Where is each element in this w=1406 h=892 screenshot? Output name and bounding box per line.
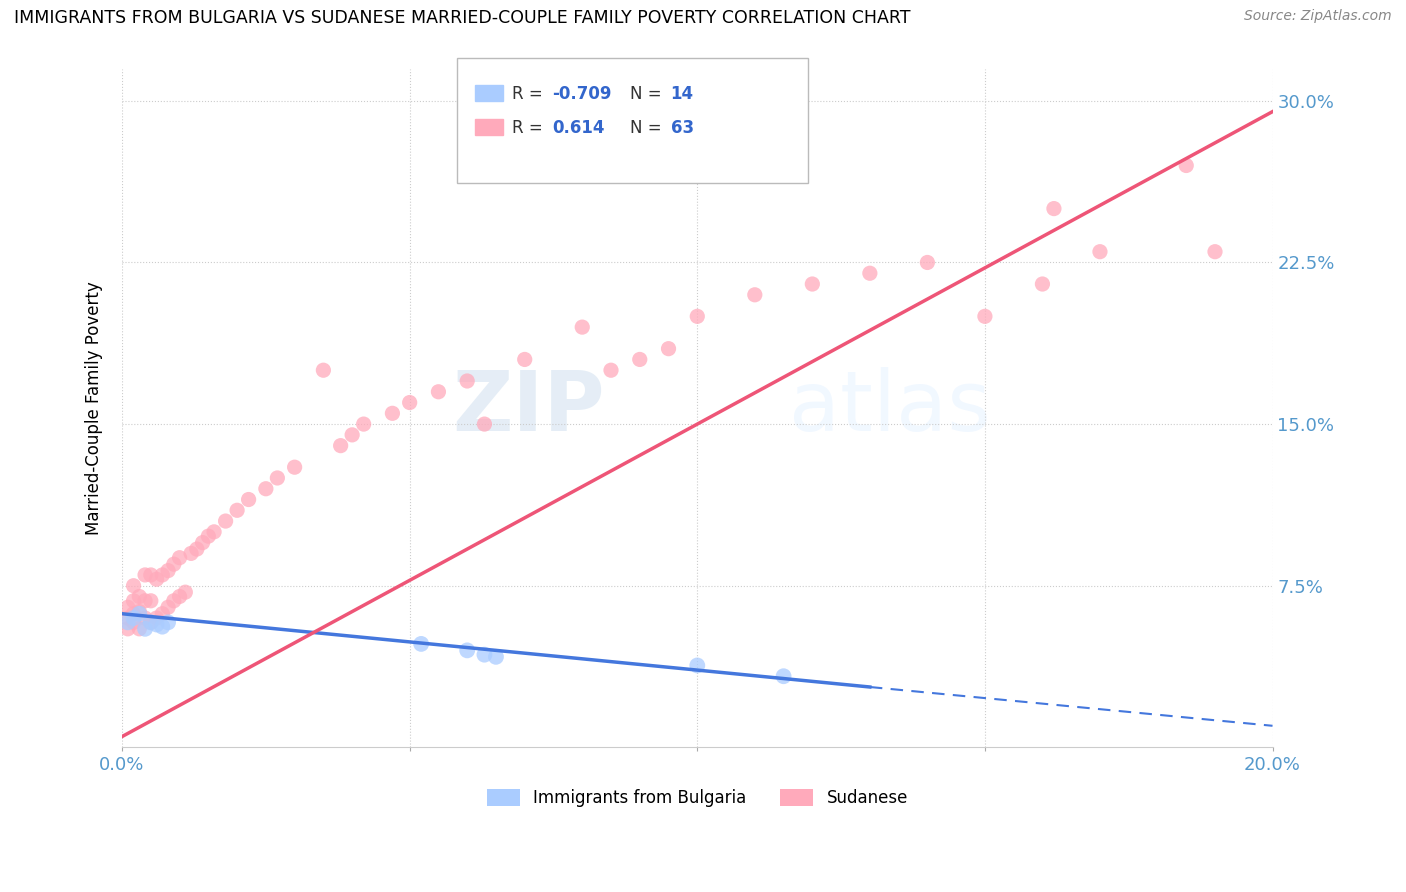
Point [169, 550, 191, 565]
Point [628, 352, 651, 367]
Point [191, 535, 214, 549]
Point [1204, 244, 1226, 259]
Point [134, 594, 156, 608]
Point [571, 320, 593, 334]
Point [128, 590, 150, 604]
Point [686, 310, 709, 324]
Point [157, 564, 180, 578]
Point [163, 594, 186, 608]
Legend: Immigrants from Bulgaria, Sudanese: Immigrants from Bulgaria, Sudanese [479, 782, 914, 814]
Y-axis label: Married-Couple Family Poverty: Married-Couple Family Poverty [86, 281, 103, 535]
Point [456, 643, 478, 657]
Text: N =: N = [630, 85, 666, 103]
Text: R =: R = [512, 119, 548, 136]
Point [169, 590, 191, 604]
Point [157, 615, 180, 630]
Point [266, 471, 288, 485]
Point [139, 568, 162, 582]
Point [312, 363, 335, 377]
Point [122, 611, 145, 625]
Point [1088, 244, 1111, 259]
Text: -0.709: -0.709 [553, 85, 612, 103]
Point [128, 607, 150, 621]
Text: 0.614: 0.614 [553, 119, 605, 136]
Text: atlas: atlas [789, 368, 991, 449]
Point [145, 572, 167, 586]
Point [744, 287, 766, 301]
Point [139, 594, 162, 608]
Point [128, 605, 150, 619]
Point [157, 600, 180, 615]
Point [398, 395, 420, 409]
Point [329, 439, 352, 453]
Point [686, 658, 709, 673]
Point [1175, 159, 1198, 173]
Point [226, 503, 249, 517]
Point [150, 620, 173, 634]
Point [128, 622, 150, 636]
Point [122, 607, 145, 621]
Point [1031, 277, 1053, 291]
Point [513, 352, 536, 367]
Point [134, 622, 156, 636]
Text: Source: ZipAtlas.com: Source: ZipAtlas.com [1244, 9, 1392, 23]
Point [340, 428, 363, 442]
Point [657, 342, 679, 356]
Point [186, 542, 208, 557]
Text: IMMIGRANTS FROM BULGARIA VS SUDANESE MARRIED-COUPLE FAMILY POVERTY CORRELATION C: IMMIGRANTS FROM BULGARIA VS SUDANESE MAR… [14, 9, 911, 27]
Point [474, 648, 496, 662]
Text: R =: R = [512, 85, 548, 103]
Text: ZIP: ZIP [453, 368, 605, 449]
Point [238, 492, 260, 507]
Point [254, 482, 277, 496]
Point [122, 615, 145, 630]
Point [122, 594, 145, 608]
Point [145, 611, 167, 625]
Point [150, 568, 173, 582]
Point [117, 622, 139, 636]
Point [145, 617, 167, 632]
Point [134, 568, 156, 582]
Point [474, 417, 496, 431]
Point [381, 406, 404, 420]
Point [485, 649, 508, 664]
Point [411, 637, 433, 651]
Point [117, 600, 139, 615]
Point [202, 524, 225, 539]
Point [917, 255, 939, 269]
Point [117, 615, 139, 630]
Point [974, 310, 997, 324]
Point [180, 546, 202, 560]
Point [801, 277, 824, 291]
Point [174, 585, 197, 599]
Point [163, 557, 186, 571]
Text: 14: 14 [671, 85, 693, 103]
Point [139, 615, 162, 630]
Point [284, 460, 307, 475]
Point [427, 384, 450, 399]
Text: N =: N = [630, 119, 666, 136]
Text: 63: 63 [671, 119, 693, 136]
Point [772, 669, 794, 683]
Point [134, 611, 156, 625]
Point [139, 615, 162, 630]
Point [456, 374, 478, 388]
Point [117, 611, 139, 625]
Point [353, 417, 375, 431]
Point [859, 266, 882, 280]
Point [122, 579, 145, 593]
Point [1043, 202, 1066, 216]
Point [150, 607, 173, 621]
Point [214, 514, 236, 528]
Point [600, 363, 623, 377]
Point [197, 529, 219, 543]
